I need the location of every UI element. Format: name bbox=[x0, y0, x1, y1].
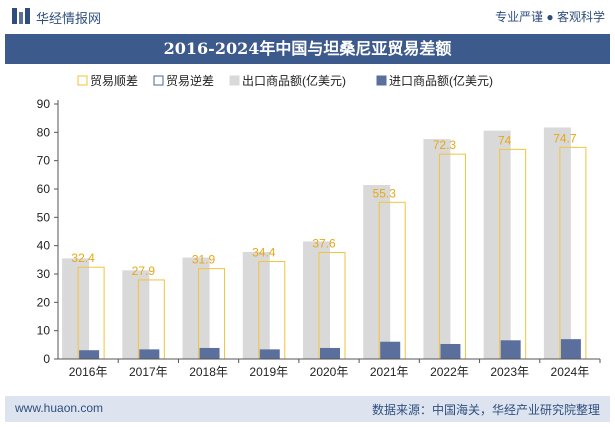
export-bar-6[interactable] bbox=[423, 139, 451, 359]
export-bar-2[interactable] bbox=[182, 257, 210, 359]
legend-label-1[interactable]: 贸易逆差 bbox=[166, 73, 214, 88]
surplus-value-label-7: 74 bbox=[498, 133, 512, 147]
y-tick-label-9: 90 bbox=[37, 97, 51, 111]
x-tick-label-4: 2020年 bbox=[310, 365, 349, 379]
slogan: 专业严谨 ● 客观科学 bbox=[495, 10, 605, 24]
legend-swatch-1[interactable] bbox=[153, 75, 164, 86]
legend-swatch-3[interactable] bbox=[376, 75, 387, 86]
import-bar-7[interactable] bbox=[500, 340, 521, 359]
export-bar-1[interactable] bbox=[122, 270, 150, 359]
y-tick-label-5: 50 bbox=[37, 210, 51, 224]
surplus-value-label-1: 27.9 bbox=[132, 264, 156, 278]
x-tick-label-5: 2021年 bbox=[370, 365, 409, 379]
y-tick-label-4: 40 bbox=[37, 239, 51, 253]
x-tick-label-8: 2024年 bbox=[551, 365, 590, 379]
surplus-value-label-5: 55.3 bbox=[373, 186, 397, 200]
x-tick-label-2: 2018年 bbox=[189, 365, 228, 379]
import-bar-1[interactable] bbox=[139, 349, 160, 359]
legend-swatch-2[interactable] bbox=[229, 75, 240, 86]
import-bar-5[interactable] bbox=[380, 341, 401, 359]
surplus-value-label-8: 74.7 bbox=[553, 131, 577, 145]
data-source: 数据来源：中国海关，华经产业研究院整理 bbox=[371, 403, 600, 417]
footer-bar: www.huaon.com 数据来源：中国海关，华经产业研究院整理 bbox=[5, 396, 610, 422]
import-bar-0[interactable] bbox=[79, 350, 100, 359]
import-bar-8[interactable] bbox=[560, 339, 581, 359]
surplus-value-label-2: 31.9 bbox=[192, 253, 216, 267]
surplus-value-label-0: 32.4 bbox=[71, 251, 95, 265]
x-tick-label-0: 2016年 bbox=[69, 365, 108, 379]
y-tick-label-2: 20 bbox=[37, 295, 51, 309]
export-bar-0[interactable] bbox=[62, 258, 90, 359]
y-tick-label-0: 0 bbox=[43, 352, 50, 366]
top-bar: 华经情报网 专业严谨 ● 客观科学 bbox=[0, 0, 615, 34]
brand-name: 华经情报网 bbox=[36, 11, 102, 26]
website-link[interactable]: www.huaon.com bbox=[15, 401, 104, 415]
export-bar-7[interactable] bbox=[483, 130, 511, 359]
import-bar-2[interactable] bbox=[199, 347, 220, 359]
chart-title: 2016-2024年中国与坦桑尼亚贸易差额 bbox=[163, 39, 452, 58]
y-tick-label-6: 60 bbox=[37, 182, 51, 196]
legend-label-3[interactable]: 进口商品额(亿美元) bbox=[389, 73, 493, 88]
y-tick-label-8: 80 bbox=[37, 125, 51, 139]
y-tick-label-3: 30 bbox=[37, 267, 51, 281]
y-tick-label-1: 10 bbox=[37, 324, 51, 338]
import-bar-4[interactable] bbox=[320, 347, 340, 359]
surplus-value-label-3: 34.4 bbox=[252, 246, 276, 260]
legend-label-2[interactable]: 出口商品额(亿美元) bbox=[242, 73, 346, 88]
export-bar-5[interactable] bbox=[363, 185, 391, 359]
x-tick-label-7: 2023年 bbox=[490, 365, 529, 379]
huajing-logo-icon bbox=[12, 8, 30, 24]
x-tick-label-6: 2022年 bbox=[430, 365, 469, 379]
export-bar-3[interactable] bbox=[242, 251, 270, 359]
export-bar-8[interactable] bbox=[543, 127, 571, 359]
surplus-value-label-4: 37.6 bbox=[312, 236, 336, 250]
legend-label-0[interactable]: 贸易顺差 bbox=[90, 74, 138, 88]
import-bar-6[interactable] bbox=[440, 343, 461, 359]
export-bar-4[interactable] bbox=[303, 241, 330, 359]
x-tick-label-3: 2019年 bbox=[249, 365, 288, 379]
import-bar-3[interactable] bbox=[259, 349, 280, 359]
x-tick-label-1: 2017年 bbox=[129, 365, 168, 379]
title-bar: 2016-2024年中国与坦桑尼亚贸易差额 bbox=[5, 34, 610, 64]
surplus-value-label-6: 72.3 bbox=[433, 138, 457, 152]
y-tick-label-7: 70 bbox=[37, 154, 51, 168]
legend-swatch-0[interactable] bbox=[77, 75, 88, 86]
trade-balance-chart: 贸易顺差 贸易逆差 出口商品额(亿美元) 进口商品额(亿美元) 0 10 20 30 40 50 6… bbox=[37, 73, 601, 379]
